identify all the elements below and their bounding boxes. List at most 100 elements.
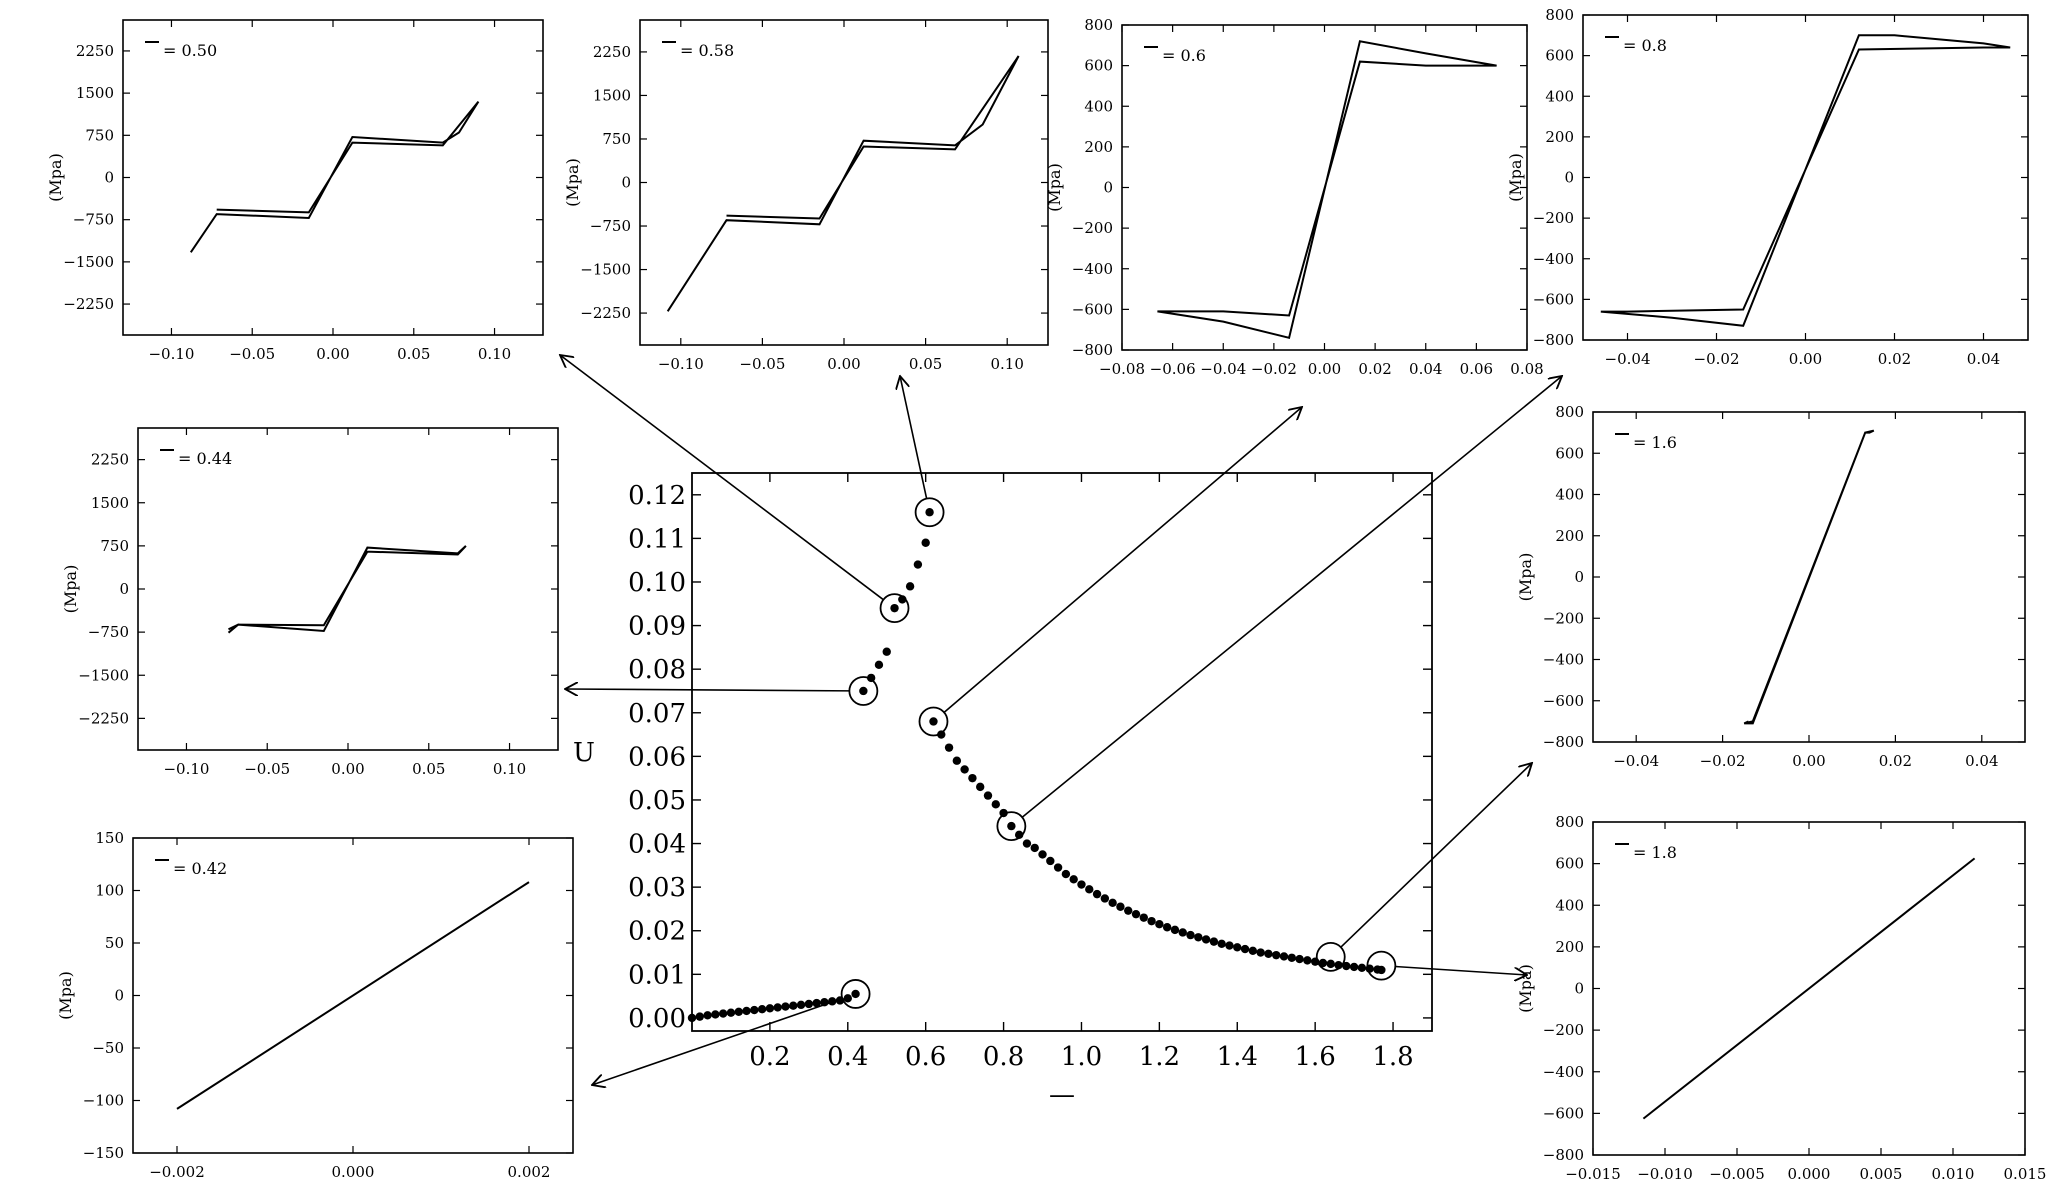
ytick-label: −400 [1543, 1063, 1584, 1081]
ytick-label: 0.04 [628, 830, 686, 860]
arrow-to-08 [1021, 376, 1562, 818]
ytick-label: 0 [1103, 179, 1113, 197]
xtick-label: −0.05 [739, 355, 785, 373]
data-point [960, 765, 969, 774]
data-point [1186, 930, 1195, 940]
ytick-label: −600 [1533, 290, 1574, 308]
ytick-label: −750 [590, 217, 631, 235]
plot-frame [639, 19, 1049, 346]
xtick-label: 0.4 [827, 1042, 868, 1072]
ytick-label: −50 [92, 1039, 124, 1057]
ytick-label: 0.06 [628, 742, 686, 772]
annotation-label: = 1.8 [1633, 843, 1677, 862]
data-point [687, 1013, 697, 1023]
xtick-label: 1.8 [1372, 1042, 1413, 1072]
ytick-label: 0 [1574, 568, 1584, 586]
ytick-label: −400 [1543, 651, 1584, 669]
xtick-label: −0.04 [1200, 360, 1246, 378]
ytick-label: 750 [85, 126, 114, 144]
xtick-label: 0.05 [412, 760, 445, 778]
xtick-label: 0.010 [1932, 1165, 1975, 1183]
ytick-label: 0.09 [628, 612, 686, 642]
panel-p050: 2250 1500 750 0 −750 −1500 −2250 −0.10 −0.05 0.00… [46, 19, 544, 363]
data-point [1217, 939, 1226, 949]
xtick-label: −0.005 [1709, 1165, 1765, 1183]
data-point [1272, 950, 1281, 960]
arrow-to-050 [560, 355, 884, 601]
xtick-label: −0.02 [1694, 350, 1740, 368]
data-point [1256, 948, 1265, 957]
y-axis-label: (Mpa) [563, 158, 582, 207]
xtick-label: 0.015 [2004, 1165, 2047, 1183]
data-point [1342, 961, 1351, 971]
series-line [176, 881, 530, 1110]
xtick-label: 0.00 [1789, 350, 1822, 368]
ytick-label: −750 [73, 211, 114, 229]
data-point [1053, 863, 1063, 872]
data-point [1100, 894, 1110, 903]
data-point [804, 999, 814, 1009]
xtick-label: 1.6 [1294, 1042, 1335, 1072]
xtick-label: −0.05 [229, 345, 275, 363]
xtick-label: 0.04 [1409, 360, 1442, 378]
panel-p058: 2250 1500 750 0 −750 −1500 −2250 −0.10 −0.05 0.00… [563, 19, 1049, 373]
xtick-label: 0.02 [1878, 350, 1911, 368]
xtick-label: −0.05 [244, 760, 290, 778]
panel-p16: 800 600 400 200 0 −200 −400 −600 −800 −0.04 −0.02 0… [1516, 403, 2026, 770]
xtick-label: 0.08 [1510, 360, 1543, 378]
y-axis-label: U [573, 738, 595, 768]
data-point [1357, 963, 1367, 972]
data-point [742, 1006, 751, 1016]
ytick-label: 0 [1574, 980, 1584, 998]
data-point [734, 1007, 743, 1017]
data-point [1240, 944, 1250, 954]
annotation-label: = 0.42 [173, 859, 227, 878]
ytick-label: −200 [1543, 1021, 1584, 1039]
data-point [796, 1000, 806, 1010]
ytick-label: 800 [1545, 6, 1574, 24]
ytick-label: 0 [104, 169, 114, 187]
series-line [189, 100, 480, 253]
ytick-label: 400 [1545, 87, 1574, 105]
xtick-label: 0.02 [1879, 752, 1912, 770]
data-point [695, 1012, 704, 1021]
highlight-circle [1315, 941, 1346, 972]
data-point [1085, 885, 1094, 894]
ytick-label: 600 [1555, 444, 1584, 462]
xtick-label: 0.06 [1460, 360, 1493, 378]
data-point [1194, 933, 1203, 942]
xtick-label: 1.2 [1139, 1042, 1180, 1072]
ytick-label: −200 [1533, 209, 1574, 227]
ytick-label: −600 [1543, 1104, 1584, 1122]
highlight-circle [1366, 950, 1397, 981]
data-point [1248, 946, 1258, 955]
xtick-label: 0.005 [1860, 1165, 1903, 1183]
y-axis-label: (Mpa) [1516, 553, 1535, 602]
data-point [1124, 906, 1133, 915]
xtick-label: 0.04 [1967, 350, 2000, 368]
ytick-label: −800 [1533, 331, 1574, 349]
xtick-label: 0.10 [478, 345, 511, 363]
y-axis-label: (Mpa) [1506, 153, 1525, 202]
plot-frame [122, 19, 544, 336]
arrow-to-06 [943, 407, 1302, 714]
ytick-label: 0.11 [628, 524, 686, 554]
ytick-label: −2250 [78, 709, 129, 727]
ytick-label: 600 [1555, 855, 1584, 873]
data-point [1233, 943, 1242, 952]
ytick-label: −400 [1533, 250, 1574, 268]
ytick-label: 800 [1555, 403, 1584, 421]
data-point [726, 1008, 736, 1017]
data-point [789, 1001, 798, 1010]
xtick-label: 0.00 [331, 760, 364, 778]
data-point [1061, 869, 1071, 879]
y-axis-label: (Mpa) [46, 153, 65, 202]
data-point [944, 743, 954, 752]
ytick-label: −1500 [63, 253, 114, 271]
data-point [968, 773, 977, 783]
data-point [1326, 959, 1335, 969]
data-point [1092, 889, 1102, 899]
ytick-label: 100 [95, 882, 124, 900]
data-point [718, 1009, 728, 1018]
